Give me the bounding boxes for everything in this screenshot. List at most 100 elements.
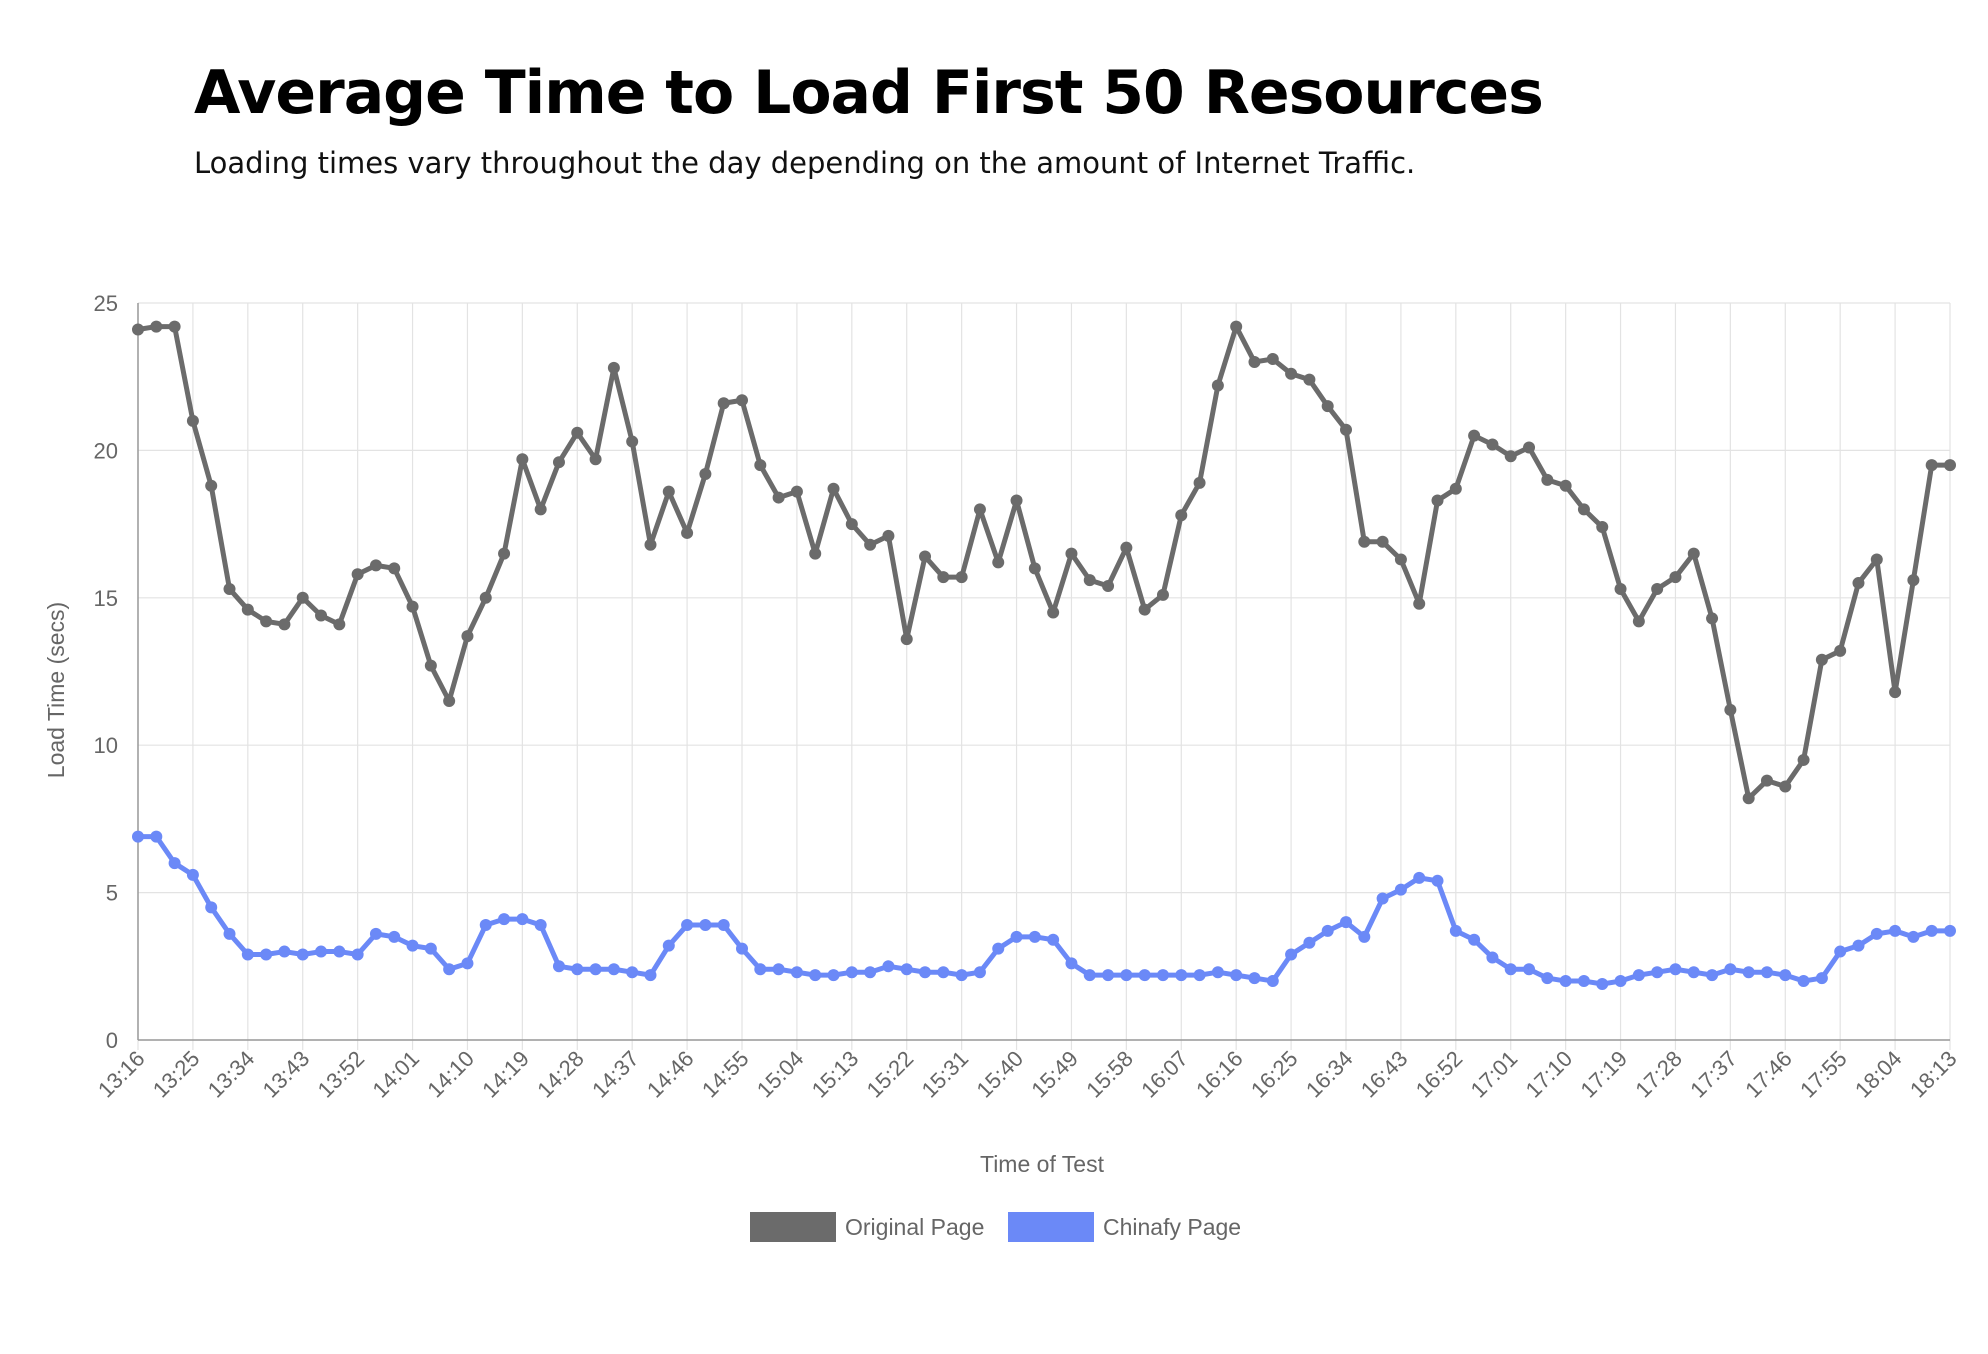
data-point[interactable]: [882, 529, 895, 542]
data-point[interactable]: [1010, 930, 1023, 943]
data-point[interactable]: [1559, 479, 1572, 492]
data-point[interactable]: [1175, 509, 1188, 522]
data-point[interactable]: [479, 591, 492, 604]
data-point[interactable]: [1193, 476, 1206, 489]
data-point[interactable]: [1815, 653, 1828, 666]
data-point[interactable]: [1523, 441, 1536, 454]
data-point[interactable]: [1724, 703, 1737, 716]
data-point[interactable]: [589, 963, 602, 976]
data-point[interactable]: [1211, 966, 1224, 979]
data-point[interactable]: [1596, 977, 1609, 990]
data-point[interactable]: [1376, 535, 1389, 548]
data-point[interactable]: [1669, 571, 1682, 584]
data-point[interactable]: [1120, 541, 1133, 554]
data-point[interactable]: [992, 556, 1005, 569]
data-point[interactable]: [150, 830, 163, 843]
data-point[interactable]: [1614, 975, 1627, 988]
legend-swatch-chinafy[interactable]: [1008, 1212, 1094, 1242]
data-point[interactable]: [369, 927, 382, 940]
data-point[interactable]: [1468, 933, 1481, 946]
legend-swatch-original[interactable]: [750, 1212, 836, 1242]
data-point[interactable]: [1706, 969, 1719, 982]
data-point[interactable]: [205, 479, 218, 492]
data-point[interactable]: [1028, 562, 1041, 575]
data-point[interactable]: [754, 459, 767, 472]
data-point[interactable]: [1120, 969, 1133, 982]
data-point[interactable]: [1065, 547, 1078, 560]
data-point[interactable]: [388, 562, 401, 575]
data-point[interactable]: [1486, 951, 1499, 964]
data-point[interactable]: [1321, 924, 1334, 937]
data-point[interactable]: [900, 963, 913, 976]
data-point[interactable]: [1340, 916, 1352, 929]
data-point[interactable]: [1889, 686, 1902, 699]
data-point[interactable]: [1852, 939, 1865, 952]
data-point[interactable]: [1834, 945, 1847, 958]
data-point[interactable]: [1083, 574, 1096, 587]
data-point[interactable]: [955, 969, 968, 982]
data-point[interactable]: [1614, 582, 1627, 595]
data-point[interactable]: [443, 694, 456, 707]
data-point[interactable]: [424, 942, 437, 955]
data-point[interactable]: [1687, 966, 1700, 979]
data-point[interactable]: [186, 868, 199, 881]
data-point[interactable]: [1431, 874, 1444, 887]
data-point[interactable]: [1303, 936, 1316, 949]
data-point[interactable]: [1285, 948, 1298, 961]
data-point[interactable]: [1102, 580, 1115, 593]
legend-label-chinafy[interactable]: Chinafy Page: [1103, 1214, 1241, 1240]
data-point[interactable]: [864, 538, 877, 551]
data-point[interactable]: [1431, 494, 1444, 507]
data-point[interactable]: [168, 857, 181, 870]
data-point[interactable]: [406, 939, 419, 952]
data-point[interactable]: [1138, 603, 1151, 616]
data-point[interactable]: [1065, 957, 1078, 970]
data-point[interactable]: [1413, 871, 1426, 884]
data-point[interactable]: [1010, 494, 1023, 507]
data-point[interactable]: [1559, 975, 1572, 988]
data-point[interactable]: [717, 397, 730, 410]
data-point[interactable]: [278, 618, 291, 631]
data-point[interactable]: [900, 633, 913, 646]
data-point[interactable]: [754, 963, 767, 976]
data-point[interactable]: [296, 948, 309, 961]
data-point[interactable]: [607, 963, 620, 976]
data-point[interactable]: [1577, 975, 1590, 988]
data-point[interactable]: [1815, 972, 1828, 985]
data-point[interactable]: [955, 571, 968, 584]
data-point[interactable]: [205, 901, 218, 914]
data-point[interactable]: [1156, 588, 1169, 601]
data-point[interactable]: [1394, 883, 1407, 896]
data-point[interactable]: [736, 394, 748, 407]
data-point[interactable]: [626, 966, 639, 979]
data-point[interactable]: [1211, 379, 1224, 392]
data-point[interactable]: [1632, 969, 1645, 982]
data-point[interactable]: [1358, 930, 1371, 943]
data-point[interactable]: [1413, 597, 1426, 610]
data-point[interactable]: [260, 615, 273, 628]
data-point[interactable]: [845, 966, 858, 979]
data-point[interactable]: [388, 930, 401, 943]
data-point[interactable]: [1907, 574, 1920, 587]
data-point[interactable]: [1394, 553, 1407, 566]
data-point[interactable]: [443, 963, 456, 976]
data-point[interactable]: [1651, 582, 1664, 595]
data-point[interactable]: [479, 919, 492, 932]
data-point[interactable]: [1834, 644, 1847, 657]
data-point[interactable]: [1760, 774, 1773, 787]
data-point[interactable]: [132, 830, 144, 843]
data-point[interactable]: [1523, 963, 1536, 976]
data-point[interactable]: [132, 323, 144, 336]
data-point[interactable]: [1376, 892, 1389, 905]
data-point[interactable]: [168, 320, 181, 333]
data-point[interactable]: [1266, 353, 1279, 366]
data-point[interactable]: [1083, 969, 1096, 982]
data-point[interactable]: [1468, 429, 1481, 442]
data-point[interactable]: [534, 503, 547, 516]
legend-label-original[interactable]: Original Page: [845, 1214, 984, 1240]
data-point[interactable]: [1779, 969, 1792, 982]
data-point[interactable]: [498, 913, 511, 926]
data-point[interactable]: [1321, 400, 1334, 413]
data-point[interactable]: [626, 435, 639, 448]
data-point[interactable]: [1358, 535, 1371, 548]
